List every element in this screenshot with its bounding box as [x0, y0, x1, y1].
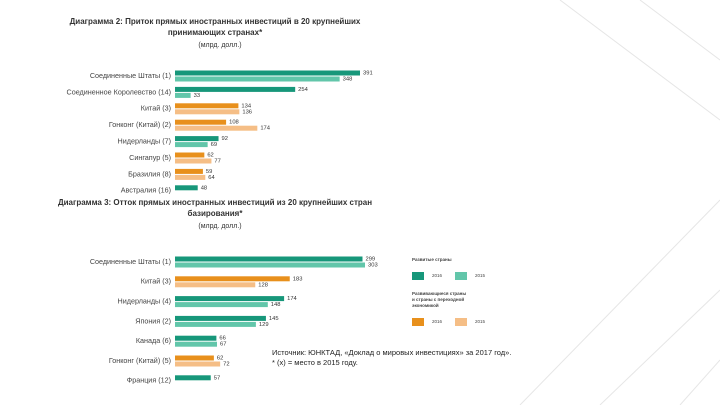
- value-label: 183: [293, 276, 303, 282]
- value-label: 57: [214, 375, 220, 381]
- source-note: Источник: ЮНКТАД, «Доклад о мировых инве…: [272, 348, 511, 357]
- category-label: Китай (3): [141, 104, 171, 113]
- bar: [175, 70, 360, 76]
- category-label: Нидерланды (4): [118, 297, 171, 306]
- value-label: 136: [242, 109, 252, 115]
- legend-group: и страны с переходной: [412, 296, 464, 302]
- bar: [175, 375, 211, 381]
- legend-swatch: [455, 318, 467, 326]
- legend-group: экономикой: [412, 302, 439, 308]
- chart-title: Диаграмма 3: Отток прямых иностранных ин…: [58, 198, 372, 207]
- bar: [175, 361, 221, 367]
- legend-swatch: [412, 272, 424, 280]
- bar: [175, 109, 240, 115]
- legend-swatch: [455, 272, 467, 280]
- category-label: Нидерланды (7): [118, 137, 171, 146]
- category-label: Канада (6): [136, 336, 171, 345]
- value-label: 92: [222, 136, 228, 142]
- category-label: Франция (12): [127, 376, 171, 385]
- bar: [175, 92, 191, 98]
- legend-label: 2015: [475, 319, 486, 324]
- category-label: Бразилия (8): [128, 169, 171, 178]
- value-label: 108: [229, 120, 239, 126]
- bar: [175, 355, 214, 361]
- bar: [175, 282, 256, 288]
- value-label: 148: [271, 302, 281, 308]
- chart-subtitle: (млрд. долл.): [198, 223, 241, 230]
- bar: [175, 321, 256, 327]
- bar: [175, 158, 212, 164]
- value-label: 299: [365, 257, 375, 263]
- bar: [175, 86, 296, 92]
- bar: [175, 185, 198, 191]
- bar: [175, 119, 227, 125]
- bar: [175, 76, 340, 82]
- category-label: Гонконг (Китай) (2): [109, 120, 171, 129]
- value-label: 391: [363, 71, 373, 77]
- value-label: 174: [287, 296, 297, 302]
- value-label: 129: [259, 322, 269, 328]
- legend-group: Развивающиеся страны: [412, 291, 466, 296]
- chart-title: Диаграмма 2: Приток прямых иностранных и…: [70, 17, 361, 26]
- value-label: 77: [214, 159, 220, 165]
- legend-swatch: [412, 318, 424, 326]
- bar: [175, 296, 285, 302]
- bar: [175, 302, 268, 308]
- category-label: Австралия (16): [121, 186, 171, 195]
- chart-panel: [15, 197, 515, 385]
- bar: [175, 168, 203, 174]
- value-label: 69: [211, 142, 217, 148]
- source-note: * (x) = место в 2015 году.: [272, 358, 358, 367]
- bar: [175, 341, 218, 347]
- decor: [519, 0, 720, 405]
- value-label: 303: [368, 263, 378, 269]
- category-label: Соединенное Королевство (14): [67, 87, 171, 96]
- value-label: 33: [194, 93, 200, 99]
- value-label: 145: [269, 316, 279, 322]
- value-label: 254: [298, 87, 308, 93]
- bar: [175, 335, 217, 341]
- category-label: Китай (3): [141, 277, 171, 286]
- value-label: 67: [220, 342, 226, 348]
- value-label: 348: [343, 77, 353, 83]
- value-label: 62: [207, 153, 213, 159]
- value-label: 62: [217, 356, 223, 362]
- legend-label: 2016: [432, 319, 443, 324]
- bar: [175, 136, 219, 142]
- value-label: 59: [206, 169, 212, 175]
- value-label: 48: [201, 185, 207, 191]
- category-label: Япония (2): [135, 316, 171, 325]
- value-label: 174: [260, 126, 270, 132]
- chart-title: принимающих странах*: [168, 28, 263, 37]
- bar: [175, 103, 239, 109]
- bar: [175, 174, 206, 180]
- chart-subtitle: (млрд. долл.): [198, 42, 241, 49]
- value-label: 66: [219, 336, 225, 342]
- category-label: Гонконг (Китай) (5): [109, 356, 171, 365]
- bar: [175, 256, 363, 262]
- category-label: Соединенные Штаты (1): [90, 257, 171, 266]
- value-label: 64: [208, 175, 215, 181]
- legend-label: 2015: [475, 273, 486, 278]
- bar: [175, 142, 208, 148]
- bar: [175, 125, 258, 131]
- value-label: 128: [258, 282, 268, 288]
- value-label: 72: [223, 362, 229, 368]
- legend-label: 2016: [432, 273, 443, 278]
- chart-title: базирования*: [188, 209, 244, 218]
- bar: [175, 276, 290, 282]
- bar: [175, 315, 266, 321]
- category-label: Сингапур (5): [129, 153, 171, 162]
- bar: [175, 262, 365, 268]
- value-label: 134: [241, 103, 251, 109]
- category-label: Соединенные Штаты (1): [90, 71, 171, 80]
- bar: [175, 152, 205, 158]
- legend-group: Развитые страны: [412, 257, 452, 262]
